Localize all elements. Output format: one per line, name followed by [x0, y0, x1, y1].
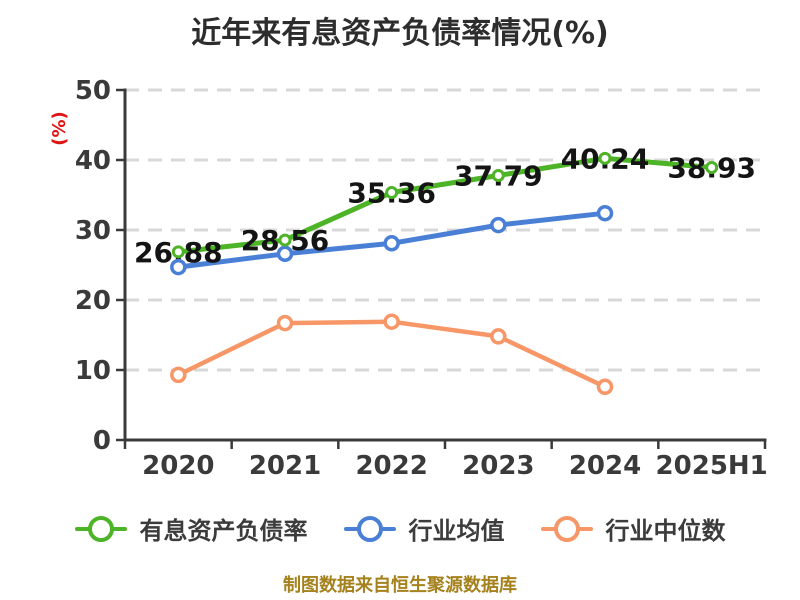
plot-area: 01020304050202020212022202320242025H126.… — [75, 76, 768, 481]
data-point-interest-bearing-debt-ratio — [171, 245, 185, 259]
legend-marker-icon — [343, 515, 396, 542]
y-tick-label: 0 — [93, 426, 111, 456]
data-point-industry-mean — [383, 235, 400, 252]
y-tick-label: 50 — [75, 76, 111, 106]
data-point-industry-mean — [490, 216, 507, 234]
data-point-industry-median — [490, 328, 507, 345]
y-tick-label: 40 — [75, 146, 111, 176]
data-point-industry-median — [276, 314, 294, 332]
x-tick-label: 2021 — [249, 451, 321, 481]
data-point-interest-bearing-debt-ratio — [598, 151, 612, 165]
series-line-interest-bearing-debt-ratio — [175, 155, 715, 255]
data-source-note: 制图数据来自恒生聚源数据库 — [283, 575, 517, 596]
legend-dot — [553, 515, 580, 542]
data-point-industry-mean — [170, 258, 187, 276]
data-point-interest-bearing-debt-ratio — [385, 185, 399, 199]
data-point-industry-mean — [596, 204, 614, 222]
legend-label: 有息资产负债率 — [139, 517, 308, 545]
data-point-industry-median — [170, 366, 187, 384]
y-tick-label: 30 — [75, 216, 111, 246]
x-tick-label: 2023 — [462, 451, 534, 481]
data-point-industry-mean — [276, 245, 294, 263]
y-tick-label: 10 — [75, 356, 111, 386]
x-tick-label: 2022 — [355, 451, 427, 481]
legend-dot — [87, 515, 114, 542]
data-point-interest-bearing-debt-ratio — [705, 160, 719, 174]
legend-label: 行业中位数 — [605, 517, 726, 545]
x-tick-label: 2025H1 — [656, 451, 768, 481]
data-point-interest-bearing-debt-ratio — [278, 233, 292, 247]
chart-title: 近年来有息资产负债率情况(%) — [191, 16, 609, 51]
legend: 有息资产负债率 行业均值 行业中位数 — [0, 511, 800, 546]
data-point-industry-median — [383, 313, 400, 330]
legend-item-interest-bearing-debt-ratio[interactable]: 有息资产负债率 — [74, 511, 308, 546]
legend-dot — [356, 515, 383, 542]
x-tick-label: 2020 — [142, 451, 214, 481]
series-line-industry-median — [176, 319, 608, 390]
y-tick-label: 20 — [75, 286, 111, 316]
legend-marker-icon — [540, 515, 593, 542]
legend-item-industry-median[interactable]: 行业中位数 — [540, 511, 726, 546]
legend-marker-icon — [74, 515, 127, 542]
data-point-interest-bearing-debt-ratio — [491, 168, 505, 182]
data-point-industry-median — [596, 378, 614, 396]
legend-label: 行业均值 — [408, 517, 505, 545]
x-tick-label: 2024 — [569, 451, 641, 481]
legend-item-industry-mean[interactable]: 行业均值 — [343, 511, 505, 546]
